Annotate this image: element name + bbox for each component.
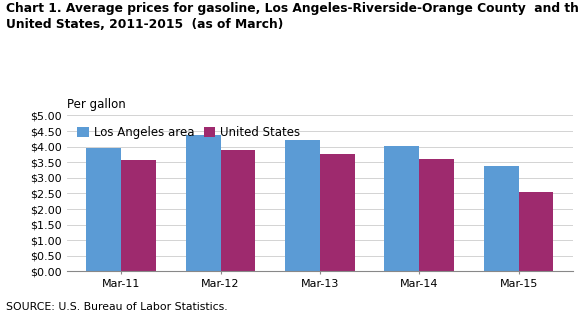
Bar	[186, 135, 221, 271]
Text: Per gallon: Per gallon	[67, 98, 125, 111]
Text: SOURCE: U.S. Bureau of Labor Statistics.: SOURCE: U.S. Bureau of Labor Statistics.	[6, 302, 228, 312]
Bar	[121, 160, 156, 271]
Bar	[384, 146, 419, 271]
Bar	[519, 192, 554, 271]
Bar	[285, 140, 320, 271]
Legend: Los Angeles area, United States: Los Angeles area, United States	[72, 121, 305, 144]
Bar	[419, 159, 454, 271]
Bar	[320, 154, 355, 271]
Bar	[86, 148, 121, 271]
Bar	[221, 150, 255, 271]
Text: Chart 1. Average prices for gasoline, Los Angeles-Riverside-Orange County  and t: Chart 1. Average prices for gasoline, Lo…	[6, 2, 579, 31]
Bar	[484, 166, 519, 271]
